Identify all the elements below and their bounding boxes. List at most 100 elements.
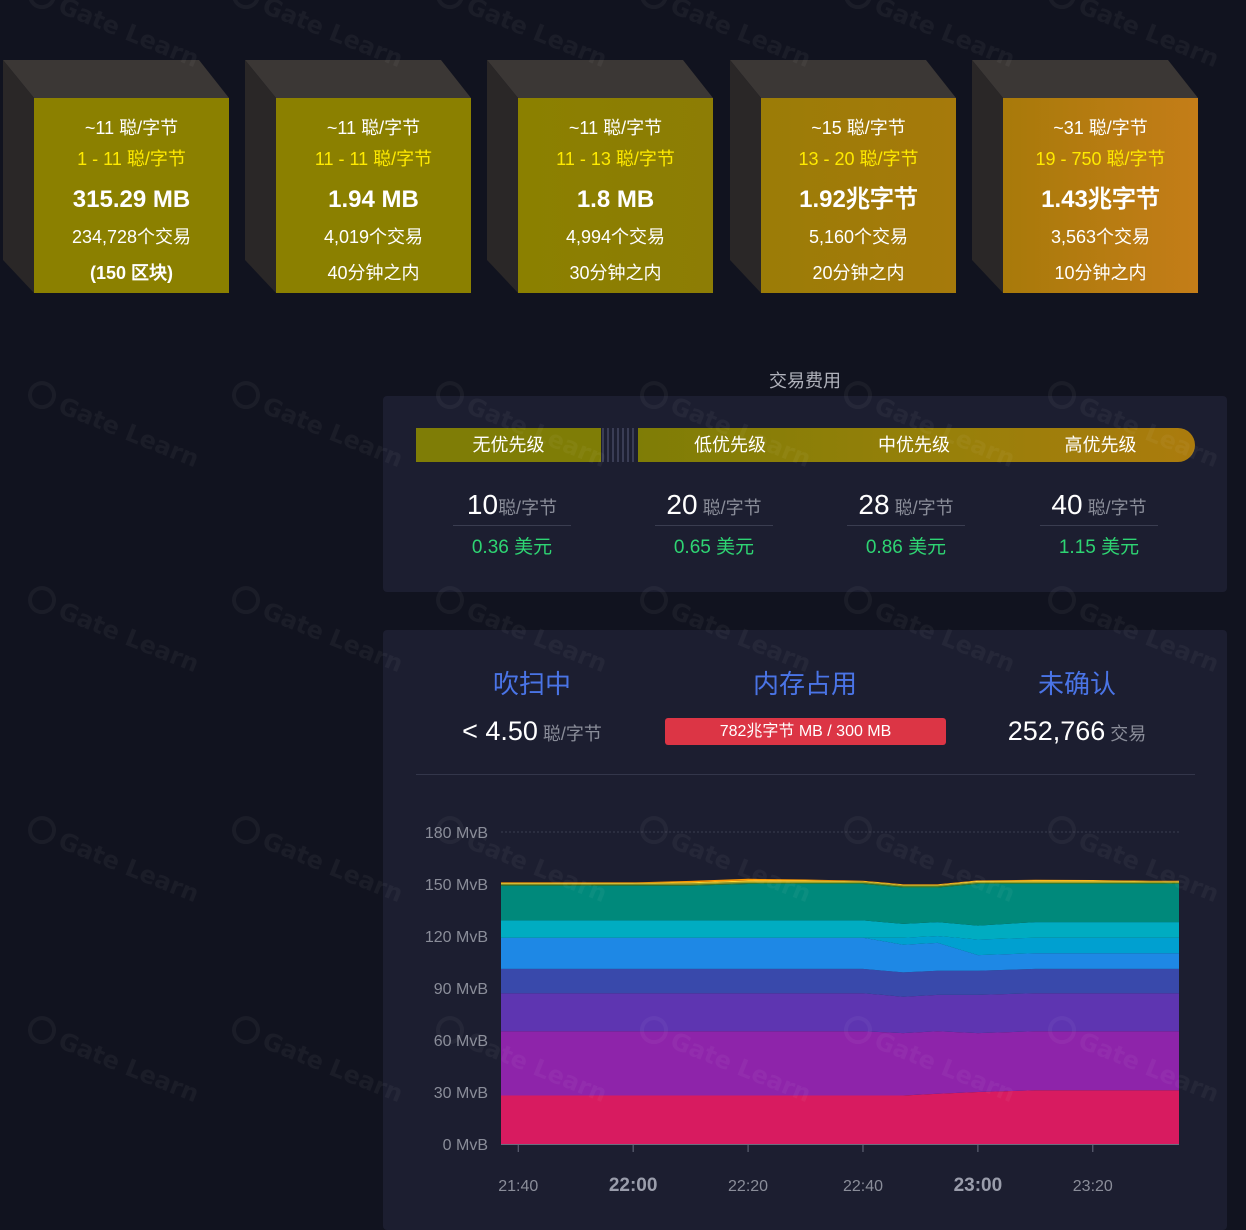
block-eta: 20分钟之内 [812, 263, 905, 283]
fee-unit: 聪/字节 [889, 498, 954, 518]
watermark-icon [227, 0, 265, 14]
y-tick-label: 30 MvB [434, 1085, 488, 1102]
watermark-icon [227, 581, 265, 619]
priority-high[interactable]: 高优先级 [1064, 435, 1137, 455]
block-eta: 10分钟之内 [1054, 263, 1147, 283]
priority-bar: 无优先级 低优先级 中优先级 高优先级 [416, 428, 1195, 462]
fee-value: 28 [858, 489, 890, 520]
fee-unit: 聪/字节 [498, 498, 558, 518]
watermark-logo: Gate Learn [227, 581, 408, 678]
area-series-7 [501, 920, 1179, 940]
area-series-5 [501, 937, 1179, 973]
block-side [245, 60, 276, 293]
block-tx-count: 4,019个交易 [323, 227, 424, 247]
block-tx-count: 3,563个交易 [1050, 227, 1151, 247]
block-side [730, 60, 761, 293]
block-tx-count: 4,994个交易 [565, 227, 666, 247]
watermark-logo: Gate Learn [23, 581, 204, 678]
fee-usd: 0.86 美元 [865, 537, 947, 558]
block-eta: 30分钟之内 [569, 263, 662, 283]
block-size: 1.43兆字节 [1041, 186, 1160, 213]
fee-divider [847, 525, 965, 526]
y-tick-label: 180 MvB [425, 825, 488, 842]
purging-unit: 聪/字节 [537, 724, 602, 744]
fee-usd: 1.15 美元 [1058, 537, 1140, 558]
watermark-icon [23, 581, 61, 619]
fees-title: 交易费用 [769, 371, 841, 391]
y-tick-label: 60 MvB [434, 1033, 488, 1050]
block-size: 315.29 MB [72, 186, 191, 213]
projected-block-2[interactable]: ~11 聪/字节 11 - 11 聪/字节 1.94 MB 4,019个交易 4… [245, 60, 471, 293]
purging-label: 吹扫中 [492, 669, 571, 699]
watermark-icon [839, 0, 877, 14]
block-fee-range: 11 - 13 聪/字节 [556, 149, 675, 169]
area-series-11 [501, 880, 1179, 886]
block-top [245, 60, 471, 98]
watermark-icon [23, 811, 61, 849]
mempool-chart[interactable]: 0 MvB 30 MvB 60 MvB 90 MvB 120 MvB 150 MvB 180… [383, 630, 1227, 1210]
watermark-icon [1043, 0, 1081, 14]
y-tick-label: 150 MvB [425, 877, 488, 894]
fees-panel: 无优先级 低优先级 中优先级 高优先级 10聪/字节 0.36 美元 20 聪/… [383, 396, 1227, 592]
memory-label: 内存占用 [752, 669, 857, 699]
block-tx-count: 5,160个交易 [808, 227, 909, 247]
block-median-fee: ~15 聪/字节 [811, 118, 906, 138]
block-face: ~11 聪/字节 11 - 13 聪/字节 1.8 MB 4,994个交易 30… [518, 98, 713, 293]
block-eta: 40分钟之内 [327, 263, 420, 283]
mempool-divider [416, 774, 1195, 775]
area-series-8 [501, 884, 1179, 926]
fee-divider [1040, 525, 1158, 526]
watermark-logo: Gate Learn [23, 376, 204, 473]
block-size: 1.94 MB [328, 186, 419, 213]
area-series-2 [501, 1031, 1179, 1096]
area-series-3 [501, 993, 1179, 1034]
projected-block-5[interactable]: ~31 聪/字节 19 - 750 聪/字节 1.43兆字节 3,563个交易 … [972, 60, 1198, 293]
fee-value: 10 [466, 489, 499, 520]
projected-block-3[interactable]: ~11 聪/字节 11 - 13 聪/字节 1.8 MB 4,994个交易 30… [487, 60, 713, 293]
x-tick-label: 23:00 [954, 1175, 1003, 1196]
fee-unit: 聪/字节 [697, 498, 762, 518]
projected-block-1[interactable]: ~11 聪/字节 1 - 11 聪/字节 315.29 MB 234,728个交… [3, 60, 229, 293]
block-fee-range: 1 - 11 聪/字节 [77, 149, 186, 169]
unconfirmed-value: 252,766 [1007, 716, 1106, 746]
priority-gradient [638, 428, 1195, 462]
watermark-icon [23, 376, 61, 414]
fee-unit: 聪/字节 [1082, 498, 1147, 518]
priority-low[interactable]: 低优先级 [694, 435, 766, 455]
priority-gap [602, 428, 636, 462]
block-face: ~31 聪/字节 19 - 750 聪/字节 1.43兆字节 3,563个交易 … [1003, 98, 1198, 293]
memory-usage-bar: 782兆字节 MB / 300 MB [665, 718, 946, 745]
fee-low: 20 聪/字节 0.65 美元 [629, 489, 799, 559]
block-top [972, 60, 1198, 98]
block-face: ~15 聪/字节 13 - 20 聪/字节 1.92兆字节 5,160个交易 2… [761, 98, 956, 293]
watermark-icon [635, 0, 673, 14]
block-face: ~11 聪/字节 1 - 11 聪/字节 315.29 MB 234,728个交… [34, 98, 229, 293]
priority-none[interactable]: 无优先级 [416, 428, 601, 462]
area-series-12 [501, 878, 1179, 885]
mempool-panel: 吹扫中 内存占用 未确认 < 4.50 聪/字节 782兆字节 MB / 300… [383, 630, 1227, 1230]
fee-value: 40 [1051, 489, 1083, 520]
watermark-icon [227, 376, 265, 414]
unconfirmed-unit: 交易 [1105, 724, 1147, 744]
unconfirmed-label: 未确认 [1037, 669, 1116, 699]
y-tick-label: 120 MvB [425, 929, 488, 946]
priority-medium[interactable]: 中优先级 [878, 435, 950, 455]
area-series-4 [501, 968, 1179, 997]
block-fee-range: 13 - 20 聪/字节 [798, 149, 919, 169]
fee-medium: 28 聪/字节 0.86 美元 [821, 489, 991, 559]
area-series-6 [501, 936, 1179, 956]
fee-divider [453, 525, 571, 526]
fee-value: 20 [666, 489, 698, 520]
watermark-logo: Gate Learn [23, 1011, 204, 1108]
purging-value-wrap: < 4.50 聪/字节 [402, 716, 662, 747]
x-tick-label: 22:00 [609, 1175, 658, 1196]
block-face: ~11 聪/字节 11 - 11 聪/字节 1.94 MB 4,019个交易 4… [276, 98, 471, 293]
x-tick-label: 22:20 [728, 1178, 768, 1195]
projected-block-4[interactable]: ~15 聪/字节 13 - 20 聪/字节 1.92兆字节 5,160个交易 2… [730, 60, 956, 293]
fee-high: 40 聪/字节 1.15 美元 [1014, 489, 1184, 559]
area-series-10 [501, 881, 1179, 887]
block-fee-range: 11 - 11 聪/字节 [314, 149, 433, 169]
watermark-icon [227, 1011, 265, 1049]
block-side [487, 60, 518, 293]
watermark-icon [431, 0, 469, 14]
